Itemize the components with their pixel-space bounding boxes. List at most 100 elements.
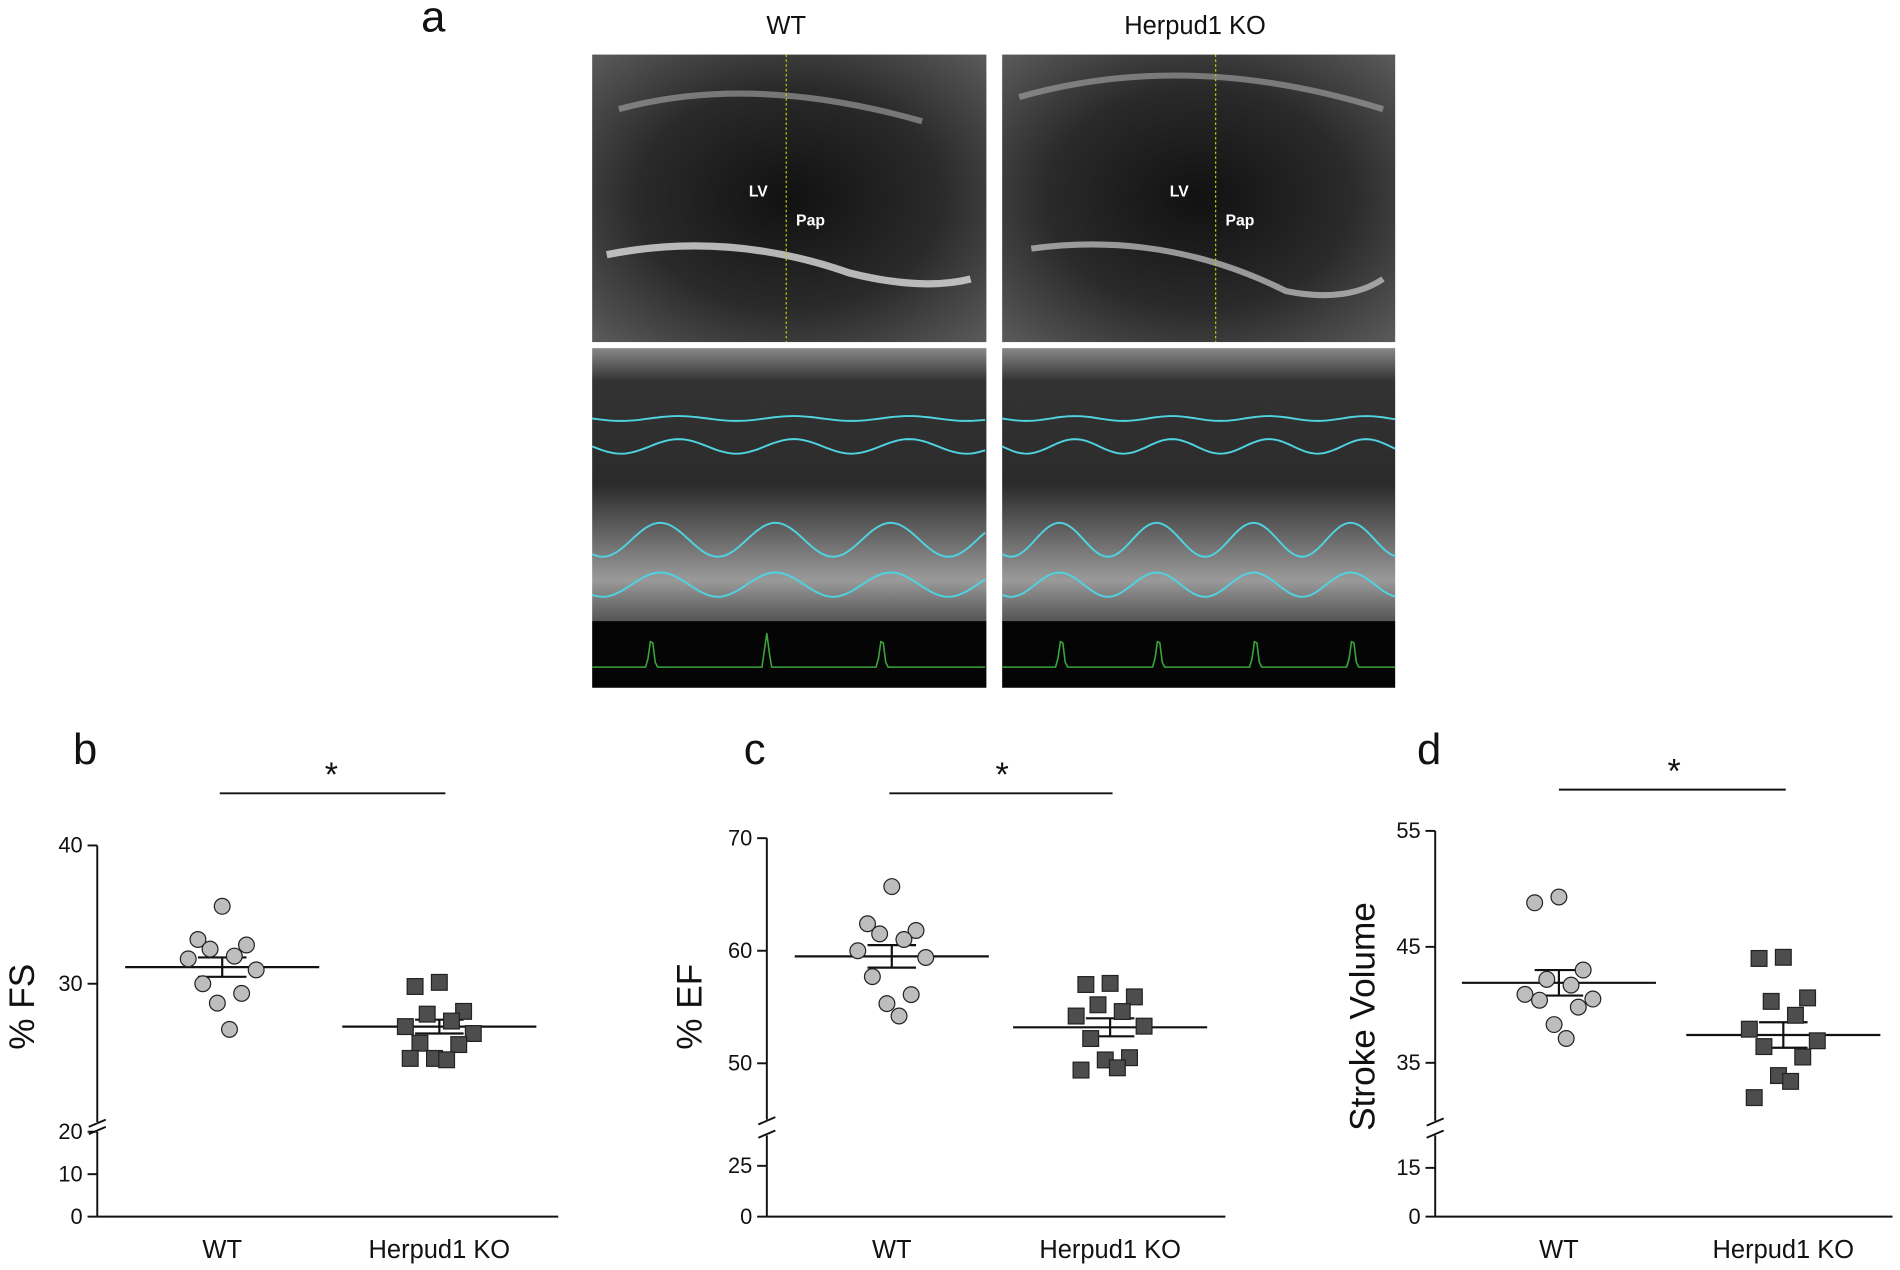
significance: *: [1668, 752, 1681, 790]
ultrasound-images: LV Pap LV Pap: [591, 54, 1396, 688]
data-point: [1755, 1038, 1773, 1056]
annotation: Pap: [1225, 213, 1254, 230]
x-tick-label: WT: [202, 1236, 242, 1264]
data-point: [1774, 948, 1792, 966]
m-mode-trace: [1001, 415, 1396, 422]
m-mode-trace: [1001, 571, 1396, 598]
data-point: [907, 921, 925, 939]
tissue: [1030, 241, 1385, 299]
data-point: [890, 1007, 908, 1025]
data-point: [1740, 1020, 1758, 1038]
y-tick-label: 15: [1396, 1155, 1420, 1180]
panel-label: c: [744, 725, 766, 774]
data-point: [1067, 1007, 1085, 1025]
data-point: [1799, 989, 1817, 1007]
x-tick-label: Herpud1 KO: [1713, 1236, 1855, 1264]
data-point: [1786, 1006, 1804, 1024]
axis-break: [1426, 1129, 1445, 1139]
annotation: LV: [1170, 184, 1189, 201]
m-mode-image: [592, 348, 987, 622]
data-point: [411, 1034, 429, 1052]
data-point: [1531, 991, 1549, 1009]
ecg-strip: [592, 621, 987, 688]
data-point: [464, 1025, 482, 1043]
m-mode-trace: [1001, 521, 1396, 558]
y-tick-label: 50: [728, 1051, 752, 1076]
x-tick-label: WT: [1539, 1236, 1579, 1264]
data-point: [1108, 1059, 1126, 1077]
data-point: [1574, 961, 1592, 979]
data-point: [859, 915, 877, 933]
data-point: [406, 978, 424, 995]
m-mode-trace: [592, 415, 986, 422]
data-point: [233, 984, 251, 1002]
column-title: WT: [766, 12, 806, 40]
y-tick-label: 25: [728, 1153, 752, 1178]
data-point: [1125, 988, 1143, 1006]
y-axis-label: Stroke Volume: [1344, 902, 1383, 1131]
ecg-trace: [1002, 640, 1396, 668]
data-point: [895, 930, 913, 948]
significance: *: [996, 756, 1009, 794]
data-point: [1072, 1061, 1090, 1079]
x-tick-label: Herpud1 KO: [1039, 1236, 1181, 1264]
data-point: [201, 940, 219, 958]
y-tick-label: 0: [1408, 1204, 1420, 1229]
y-axis-label: % FS: [3, 964, 42, 1050]
data-point: [442, 1012, 460, 1030]
tissue: [606, 242, 972, 288]
y-tick-label: 0: [740, 1204, 752, 1229]
data-point: [1082, 1030, 1100, 1048]
y-tick-label: 55: [1396, 818, 1420, 843]
axis-break: [88, 1118, 107, 1128]
data-point: [1808, 1032, 1826, 1050]
data-point: [849, 942, 867, 960]
annotation: Pap: [796, 213, 825, 230]
data-point: [871, 925, 889, 943]
data-point: [430, 973, 448, 991]
data-point: [1516, 985, 1534, 1003]
data-point: [917, 949, 935, 966]
data-point: [883, 878, 901, 896]
data-point: [1794, 1048, 1812, 1066]
data-point: [220, 1020, 238, 1038]
x-tick-label: WT: [872, 1236, 912, 1264]
m-mode-trace: [591, 438, 986, 455]
tissue: [1018, 72, 1384, 113]
y-tick-label: 70: [728, 825, 752, 850]
y-tick-label: 45: [1396, 934, 1420, 959]
data-point: [189, 930, 207, 948]
ecg-strip: [1002, 621, 1396, 688]
data-point: [1538, 970, 1556, 988]
y-tick-label: 20: [58, 1119, 82, 1144]
y-tick-label: 30: [58, 971, 82, 996]
axis-break: [1426, 1117, 1445, 1127]
y-tick-label: 0: [71, 1204, 83, 1229]
data-point: [401, 1049, 419, 1067]
data-point: [1745, 1089, 1763, 1107]
y-tick-label: 40: [58, 833, 82, 858]
data-point: [1545, 1016, 1563, 1034]
m-mode-trace: [591, 571, 986, 598]
data-point: [213, 897, 231, 915]
data-point: [194, 975, 212, 993]
data-point: [1550, 888, 1568, 906]
axis-break: [757, 1129, 776, 1139]
data-point: [1089, 996, 1107, 1014]
panel-label: d: [1417, 725, 1441, 774]
data-point: [450, 1036, 468, 1054]
data-point: [1584, 990, 1602, 1008]
x-tick-label: Herpud1 KO: [369, 1236, 511, 1264]
panel-label: a: [421, 0, 446, 42]
column-title: Herpud1 KO: [1124, 12, 1266, 40]
tissue: [618, 90, 923, 125]
y-tick-label: 10: [58, 1161, 82, 1186]
data-point: [418, 1005, 436, 1023]
y-tick-label: 60: [728, 938, 752, 963]
data-point: [1782, 1072, 1800, 1090]
data-point: [1526, 894, 1544, 912]
data-point: [237, 936, 255, 954]
data-point: [1113, 1003, 1131, 1021]
